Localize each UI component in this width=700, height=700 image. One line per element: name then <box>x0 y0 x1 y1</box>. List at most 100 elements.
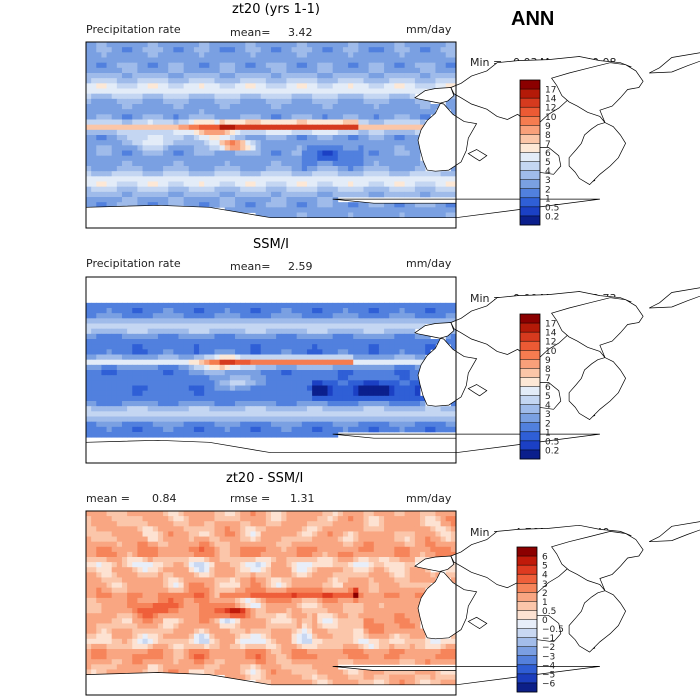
field-cell <box>409 546 416 553</box>
field-cell <box>121 567 128 573</box>
field-cell <box>317 212 323 219</box>
field-cell <box>229 328 236 335</box>
field-cell <box>245 354 251 361</box>
field-cell <box>188 541 195 548</box>
field-cell <box>353 370 359 376</box>
field-cell <box>157 104 164 110</box>
field-cell <box>327 197 334 203</box>
field-cell <box>240 166 246 172</box>
field-cell <box>91 171 97 177</box>
field-cell <box>409 328 416 335</box>
field-cell <box>286 328 292 335</box>
field-cell <box>430 521 436 527</box>
colorbar-segment <box>520 395 540 405</box>
field-cell <box>404 313 411 319</box>
field-cell <box>301 380 308 386</box>
field-cell <box>240 135 246 141</box>
field-cell <box>86 557 92 563</box>
field-cell <box>363 160 370 167</box>
field-cell <box>394 385 400 392</box>
field-cell <box>137 109 143 115</box>
field-cell <box>142 401 149 407</box>
field-cell <box>111 426 118 433</box>
field-cell <box>199 47 205 53</box>
field-cell <box>384 318 390 324</box>
field-cell <box>342 124 349 131</box>
field-cell <box>250 411 256 417</box>
field-cell <box>399 406 406 412</box>
field-cell <box>353 333 359 340</box>
field-cell <box>255 411 262 417</box>
field-cell <box>96 370 102 376</box>
field-cell <box>404 93 411 100</box>
field-cell <box>271 370 277 376</box>
field-cell <box>245 78 251 84</box>
field-cell <box>178 171 185 177</box>
field-cell <box>332 155 339 162</box>
field-cell <box>132 42 138 48</box>
field-cell <box>86 562 92 568</box>
field-cell <box>214 411 221 417</box>
field-cell <box>209 354 215 361</box>
field-cell <box>440 406 447 412</box>
field-cell <box>250 333 256 340</box>
field-cell <box>358 406 364 412</box>
field-cell <box>389 521 395 527</box>
field-cell <box>332 160 339 167</box>
field-cell <box>199 308 205 314</box>
field-cell <box>368 385 375 392</box>
field-cell <box>116 73 123 79</box>
field-cell <box>142 308 149 314</box>
field-cell <box>219 401 226 407</box>
field-cell <box>116 359 123 366</box>
field-cell <box>296 42 303 48</box>
field-cell <box>199 557 205 563</box>
field-cell <box>193 333 200 340</box>
field-cell <box>250 421 256 428</box>
field-cell <box>312 364 318 371</box>
field-cell <box>132 390 138 397</box>
field-cell <box>204 562 210 568</box>
field-cell <box>404 521 411 527</box>
field-cell <box>296 401 303 407</box>
field-cell <box>409 93 416 100</box>
field-cell <box>450 511 457 517</box>
field-cell <box>132 567 138 573</box>
field-cell <box>91 339 97 345</box>
field-cell <box>276 207 282 213</box>
field-cell <box>193 155 200 162</box>
field-cell <box>193 313 200 319</box>
field-cell <box>414 176 421 182</box>
field-cell <box>255 42 262 48</box>
field-cell <box>394 323 400 330</box>
field-cell <box>414 401 421 407</box>
colorbar-tick-label: 14 <box>545 95 557 105</box>
field-cell <box>204 333 210 340</box>
field-cell <box>414 129 421 136</box>
field-cell <box>353 176 359 182</box>
field-cell <box>224 166 231 172</box>
field-cell <box>389 390 395 397</box>
field-cell <box>127 562 133 568</box>
field-cell <box>332 370 339 376</box>
field-cell <box>106 546 113 553</box>
field-cell <box>204 375 210 381</box>
field-cell <box>188 354 195 361</box>
field-cell <box>127 302 133 309</box>
field-cell <box>389 323 395 330</box>
field-cell <box>373 73 380 79</box>
field-cell <box>409 511 416 517</box>
field-cell <box>121 385 128 392</box>
field-cell <box>188 557 195 563</box>
field-cell <box>121 181 128 188</box>
field-cell <box>188 186 195 193</box>
field-cell <box>116 67 123 74</box>
field-cell <box>399 546 406 553</box>
field-cell <box>204 349 210 355</box>
field-cell <box>445 83 452 89</box>
field-cell <box>204 526 210 532</box>
field-cell <box>276 176 282 182</box>
field-cell <box>353 83 359 89</box>
field-cell <box>332 93 339 100</box>
field-cell <box>409 531 416 537</box>
